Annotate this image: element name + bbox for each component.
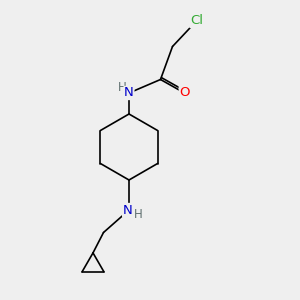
Text: H: H [134,208,143,221]
Text: H: H [118,81,127,94]
Text: Cl: Cl [190,14,203,28]
Text: N: N [124,86,134,100]
Text: O: O [179,86,190,100]
Text: N: N [123,203,132,217]
